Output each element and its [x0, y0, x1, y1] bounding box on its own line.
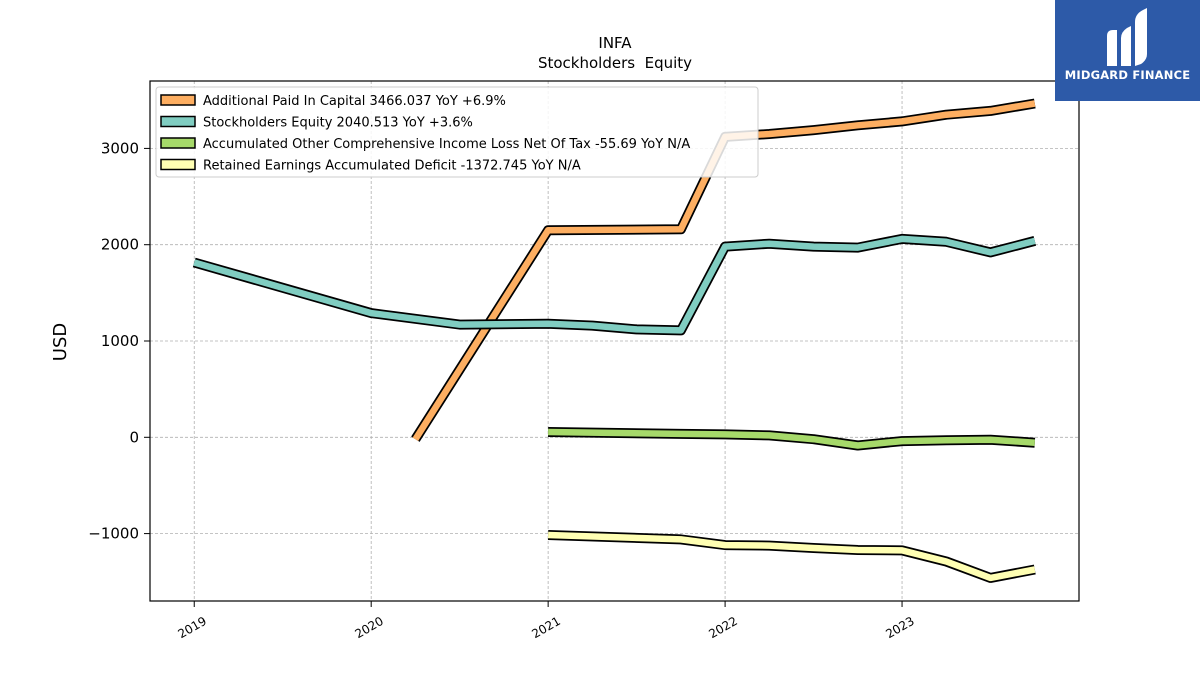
chart-subtitle: Stockholders Equity — [538, 54, 692, 72]
series-line-3 — [548, 428, 1036, 449]
brand-logo: MIDGARD FINANCE — [1055, 0, 1200, 101]
logo-text: MIDGARD FINANCE — [1064, 68, 1191, 82]
series-line-4 — [547, 531, 1036, 582]
y-tick-label: 1000 — [101, 332, 139, 350]
x-tick-label: 2022 — [706, 614, 739, 641]
x-tick-label: 2019 — [176, 614, 209, 641]
logo-mark-icon — [1107, 8, 1147, 66]
x-tick-label: 2023 — [883, 614, 916, 641]
legend-box — [155, 86, 759, 178]
legend: Additional Paid In Capital 3466.037 YoY … — [155, 86, 759, 178]
y-axis: −1000 0 1000 2000 3000 — [88, 139, 150, 543]
legend-label-2: Stockholders Equity 2040.513 YoY +3.6% — [203, 116, 473, 131]
legend-label-4: Retained Earnings Accumulated Deficit -1… — [203, 159, 581, 174]
legend-swatch-1 — [160, 94, 196, 106]
series-outline-4 — [547, 530, 1036, 583]
series-outline-2 — [192, 233, 1037, 336]
x-axis: 2019 2020 2021 2022 2023 — [176, 601, 917, 641]
legend-swatch-3 — [160, 137, 196, 149]
y-axis-label: USD — [50, 323, 71, 361]
chart-title: INFA — [598, 34, 632, 52]
legend-swatch-2 — [160, 115, 196, 128]
legend-label-3: Accumulated Other Comprehensive Income L… — [203, 137, 690, 152]
series-line-1 — [412, 100, 1036, 441]
x-tick-label: 2020 — [352, 614, 385, 641]
legend-swatch-4 — [160, 158, 196, 171]
y-tick-label: 3000 — [101, 139, 139, 157]
legend-label-1: Additional Paid In Capital 3466.037 YoY … — [203, 94, 506, 109]
y-tick-label: 0 — [129, 428, 139, 446]
series-layer — [192, 98, 1037, 583]
x-tick-label: 2021 — [529, 614, 562, 641]
y-tick-label: 2000 — [101, 236, 139, 254]
y-tick-label: −1000 — [88, 525, 139, 543]
series-line-2 — [193, 235, 1036, 334]
